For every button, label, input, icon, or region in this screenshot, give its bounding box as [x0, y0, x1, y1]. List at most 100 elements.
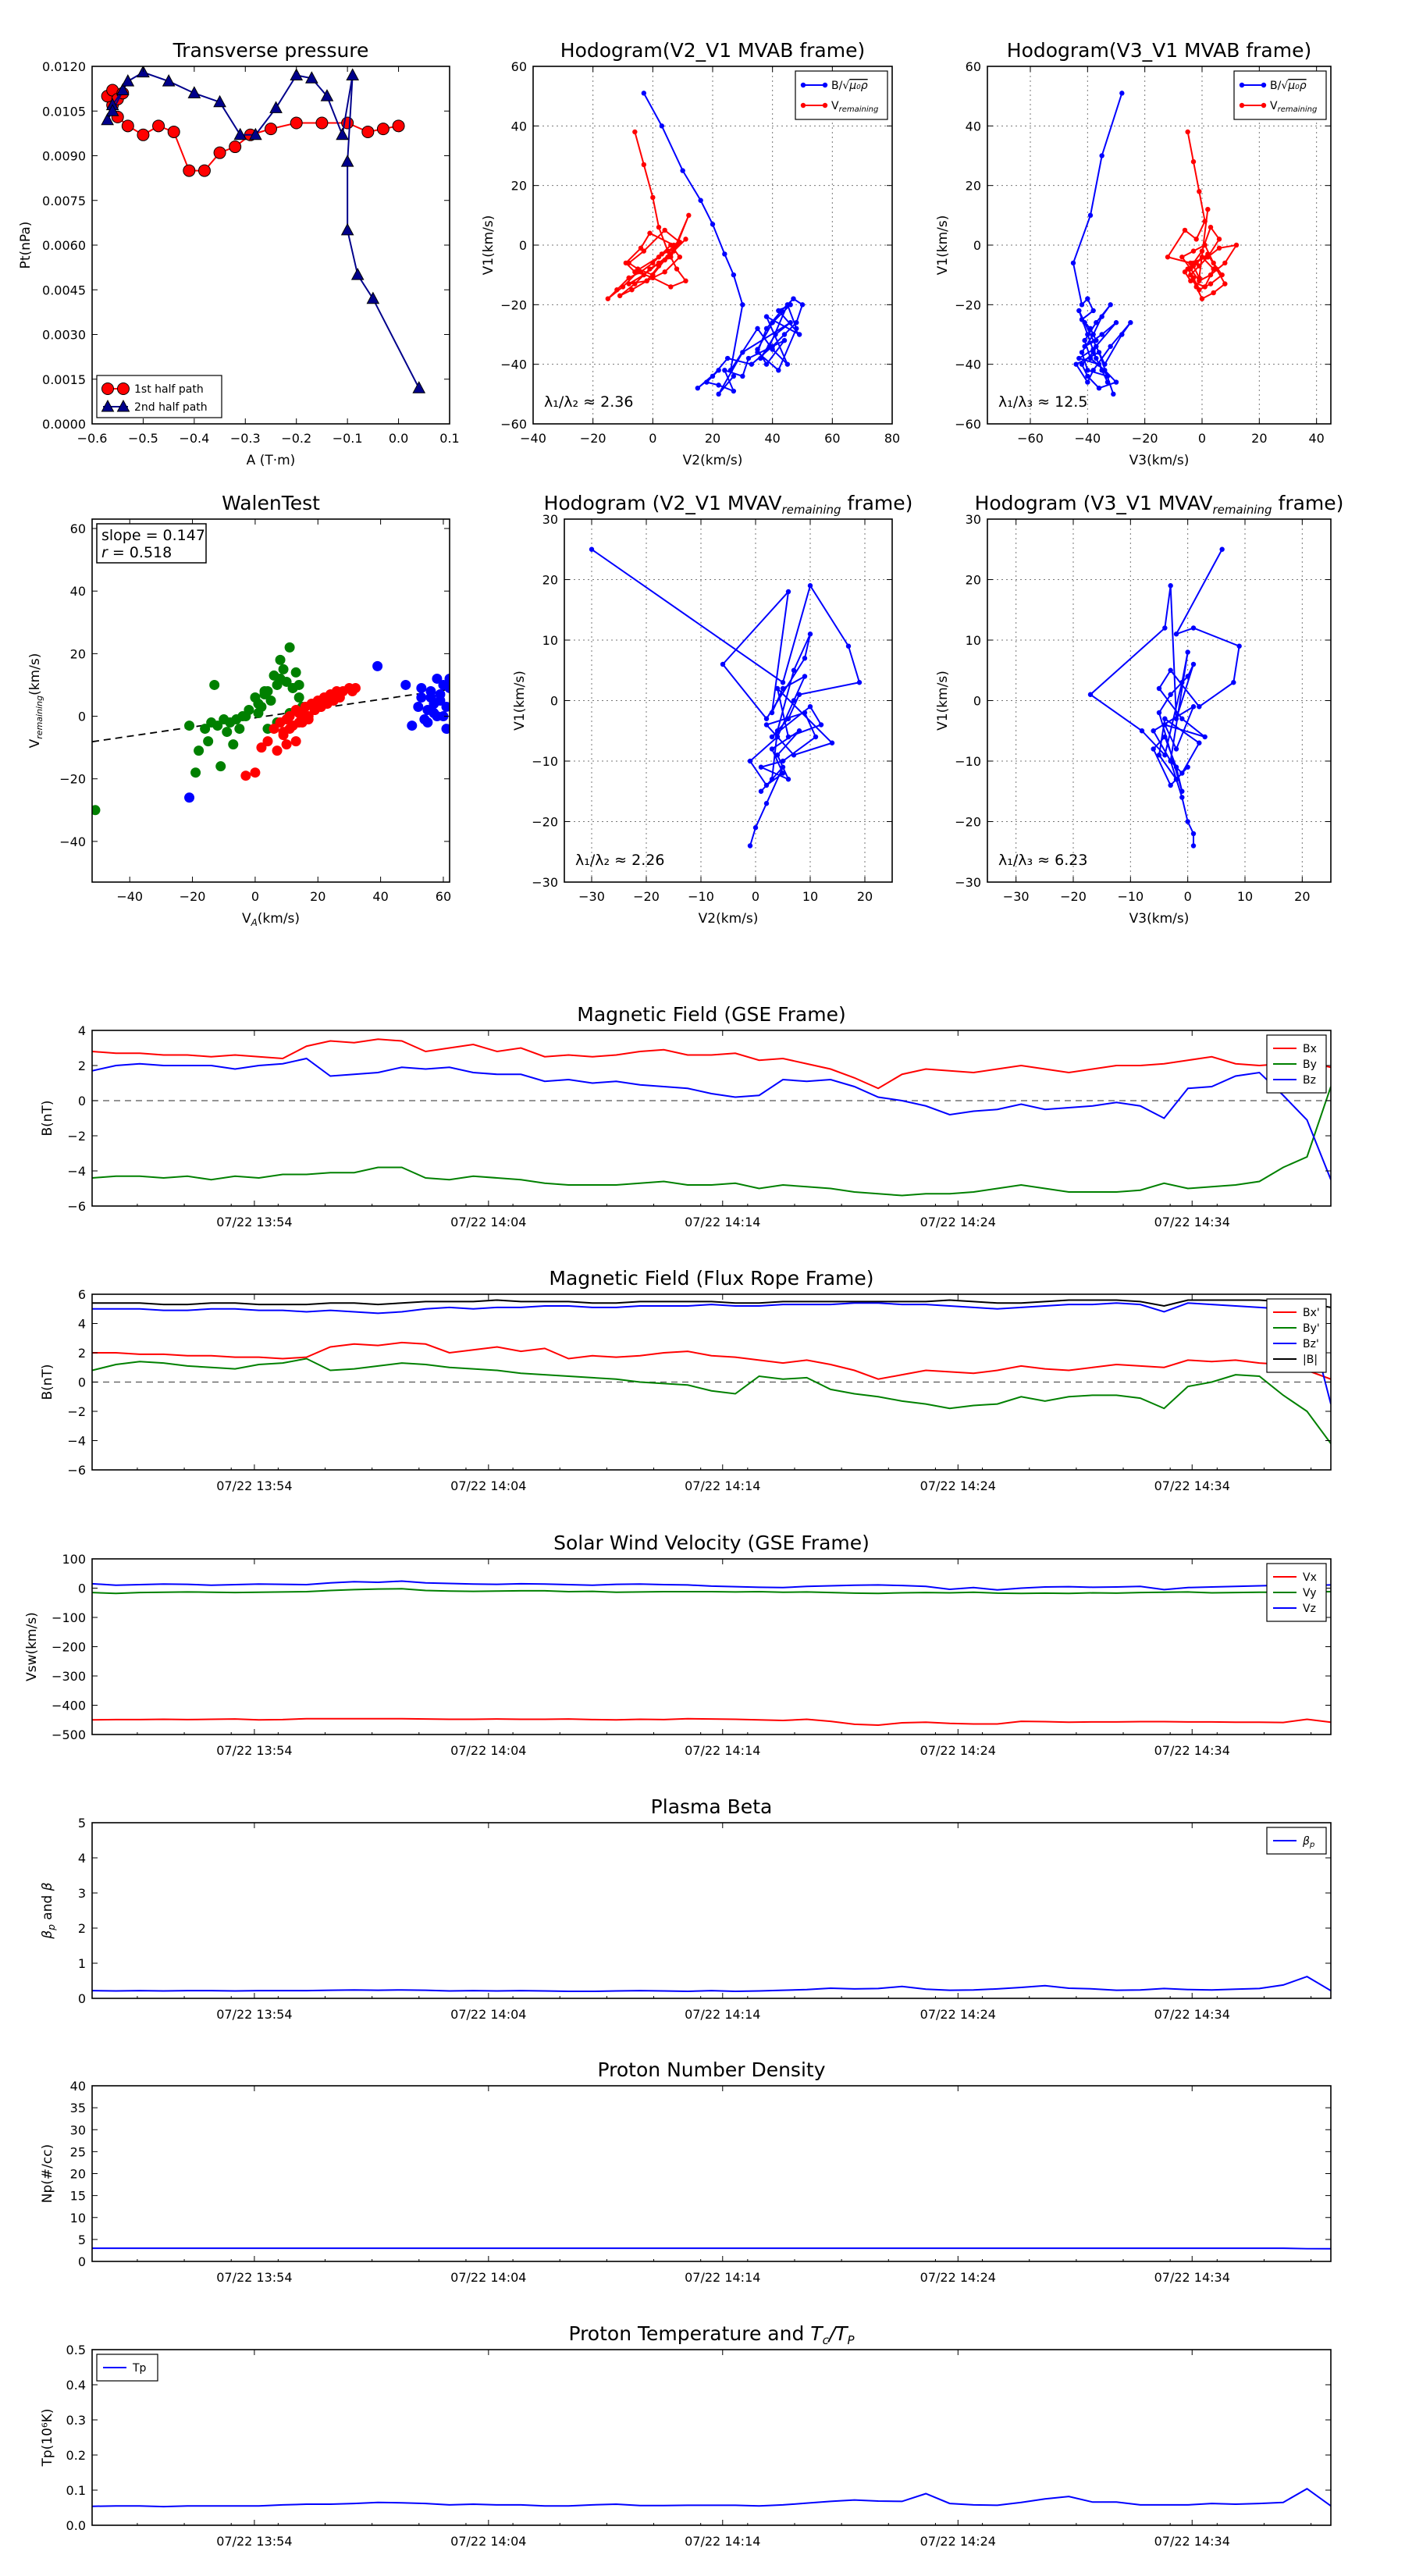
data-point	[256, 742, 267, 753]
chart-vsw: 07/22 13:54 07/22 14:04 07/22 14:14 07/22 1…	[24, 1552, 1332, 1758]
chart-beta: 07/22 13:54 07/22 14:04 07/22 14:14 07/22 1…	[40, 1816, 1332, 2022]
data-point	[747, 758, 753, 764]
data-point	[228, 739, 239, 750]
data-point	[1096, 350, 1102, 355]
data-point	[1085, 296, 1090, 301]
data-point	[1261, 102, 1267, 109]
y-axis-label: Pt(nPa)	[18, 222, 34, 269]
data-point	[785, 777, 791, 782]
legend-label: Bz'	[1303, 1338, 1319, 1350]
data-point	[1119, 332, 1125, 337]
data-point	[1208, 272, 1214, 278]
panel-title-group: Hodogram (V3_V1 MVAVremaining frame)	[975, 492, 1344, 517]
y-tick-label: 0	[973, 238, 981, 253]
data-point	[432, 673, 443, 684]
data-layer	[92, 2488, 1331, 2508]
data-point	[623, 260, 629, 266]
y-tick-label: 0.2	[66, 2448, 86, 2463]
y-tick-label: 4	[78, 1851, 86, 1866]
x-tick-label: 0	[1184, 889, 1192, 904]
data-point	[647, 230, 653, 236]
x-tick-label: −20	[1060, 889, 1087, 904]
series-2	[1165, 129, 1240, 301]
data-point	[698, 197, 703, 203]
x-tick-label: 07/22 13:54	[216, 2534, 292, 2549]
data-point	[441, 724, 450, 735]
data-point	[1073, 361, 1079, 367]
x-axis-label: V2(km/s)	[699, 911, 759, 927]
data-point	[632, 281, 638, 286]
plot-frame	[91, 66, 450, 425]
data-point	[763, 722, 770, 728]
data-point	[250, 767, 261, 778]
data-point	[1151, 728, 1156, 734]
data-point	[752, 825, 759, 831]
data-point	[1096, 361, 1102, 367]
data-point	[1162, 753, 1168, 758]
series-2	[240, 682, 361, 781]
data-point	[234, 724, 245, 735]
data-point	[755, 326, 760, 332]
data-point	[438, 711, 449, 722]
legend-label: |B|	[1303, 1354, 1318, 1366]
y-tick-label: −60	[955, 417, 981, 432]
data-point	[435, 688, 446, 699]
data-point	[1216, 237, 1222, 242]
data-point	[1102, 361, 1108, 367]
chart-tp2: 07/22 13:54 07/22 14:04 07/22 14:14 07/22 1…	[40, 2343, 1332, 2549]
panel-title-group: Magnetic Field (Flux Rope Frame)	[549, 1267, 873, 1290]
data-point	[287, 682, 298, 693]
data-point	[822, 82, 828, 88]
x-tick-label: 07/22 14:34	[1154, 2534, 1230, 2549]
data-point	[265, 123, 277, 136]
data-layer	[101, 66, 426, 393]
data-point	[290, 68, 304, 80]
x-tick-label: 0.0	[389, 431, 408, 446]
x-tick-label: 10	[1237, 889, 1253, 904]
data-point	[233, 127, 247, 141]
data-point	[346, 68, 360, 80]
data-point	[1188, 278, 1193, 283]
panel-title-group: Solar Wind Velocity (GSE Frame)	[553, 1532, 870, 1554]
y-tick-label: −2	[67, 1404, 86, 1419]
y-tick-label: −30	[532, 875, 558, 890]
data-point	[656, 254, 662, 260]
data-point	[614, 287, 620, 293]
data-point	[1099, 368, 1104, 373]
fit-line	[91, 688, 450, 743]
y-tick-label: 0.0045	[42, 283, 86, 297]
data-point	[194, 745, 205, 756]
plot-frame	[91, 1558, 1332, 1735]
x-tick-label: 07/22 13:54	[216, 1743, 292, 1758]
data-point	[1190, 263, 1197, 269]
y-tick-label: 100	[62, 1552, 86, 1567]
y-tick-label: 5	[78, 1816, 86, 1831]
data-point	[262, 736, 273, 747]
data-point	[340, 155, 354, 167]
x-tick-label: −30	[1003, 889, 1030, 904]
y-tick-label: −40	[955, 358, 981, 372]
eigenvalue-ratio-label: λ₁/λ₃ ≈ 12.5	[998, 393, 1087, 411]
data-point	[668, 254, 674, 260]
data-point	[686, 212, 692, 219]
x-tick-label: −20	[180, 889, 206, 904]
data-point	[209, 679, 220, 690]
data-point	[1173, 777, 1179, 782]
y-tick-label: 0	[550, 694, 558, 709]
y-tick-label: 20	[542, 573, 558, 588]
y-tick-label: −10	[532, 754, 558, 769]
y-tick-label: −20	[532, 815, 558, 830]
data-point	[1087, 355, 1094, 361]
legend-label: Vy	[1303, 1587, 1317, 1599]
data-point	[1168, 758, 1173, 764]
y-tick-label: −30	[955, 875, 981, 890]
data-point	[1197, 263, 1202, 269]
x-tick-label: 07/22 14:04	[450, 1478, 526, 1493]
data-point	[441, 702, 450, 713]
data-point	[716, 382, 721, 388]
data-point	[1162, 722, 1168, 728]
data-point	[336, 127, 349, 141]
y-tick-label: −400	[52, 1699, 86, 1713]
chart-hr33: −30 −20 −10 0 10 20 −30 −20 −10 0 10 20 30 V3(km/s) V1…	[935, 512, 1332, 927]
panel-title-group: Proton Number Density	[598, 2058, 826, 2081]
